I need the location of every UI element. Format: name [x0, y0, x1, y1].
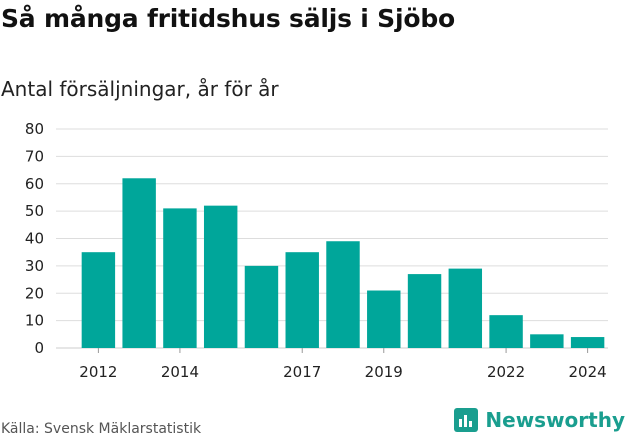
y-tick-label: 80	[25, 120, 44, 138]
bar-2021	[448, 268, 483, 348]
bar-2019	[367, 290, 401, 348]
x-tick-label: 2017	[283, 363, 321, 381]
y-tick-label: 20	[25, 284, 44, 302]
newsworthy-logo-icon	[454, 408, 479, 432]
bar-2013	[122, 178, 156, 348]
source-note: Källa: Svensk Mäklarstatistik	[1, 421, 202, 437]
y-tick-label: 50	[25, 202, 44, 220]
brand-logo: Newsworthy	[453, 407, 625, 433]
x-tick-label: 2014	[161, 363, 199, 381]
y-tick-label: 60	[25, 175, 44, 193]
chart-subtitle: Antal försäljningar, år för år	[1, 77, 279, 101]
y-tick-label: 30	[25, 257, 44, 275]
bar-2023	[530, 334, 564, 348]
bar-2018	[326, 241, 360, 348]
brand-name: Newsworthy	[485, 408, 625, 432]
bar-2012	[81, 252, 116, 348]
y-tick-label: 40	[25, 230, 44, 248]
y-axis-ticks: 0 10 20 30 40 50 60 70 80	[25, 120, 44, 357]
y-tick-label: 0	[34, 339, 44, 357]
x-tick-label: 2019	[365, 363, 403, 381]
bar-2022	[489, 315, 523, 348]
chart-title: Så många fritidshus säljs i Sjöbo	[1, 4, 455, 33]
x-tick-label: 2022	[487, 363, 525, 381]
x-tick-label: 2024	[569, 363, 607, 381]
bar-2015	[203, 205, 238, 348]
y-tick-label: 10	[25, 312, 44, 330]
y-tick-label: 70	[25, 147, 44, 165]
x-tick-label: 2012	[79, 363, 117, 381]
bar-2017	[285, 252, 319, 348]
bar-2020	[407, 274, 442, 348]
bar-2014	[163, 208, 197, 348]
x-axis-ticks: 2012 2014 2017 2019 2022 2024	[79, 348, 607, 381]
bar-2024	[570, 337, 605, 348]
bars	[81, 178, 605, 348]
bar-2016	[244, 265, 279, 348]
